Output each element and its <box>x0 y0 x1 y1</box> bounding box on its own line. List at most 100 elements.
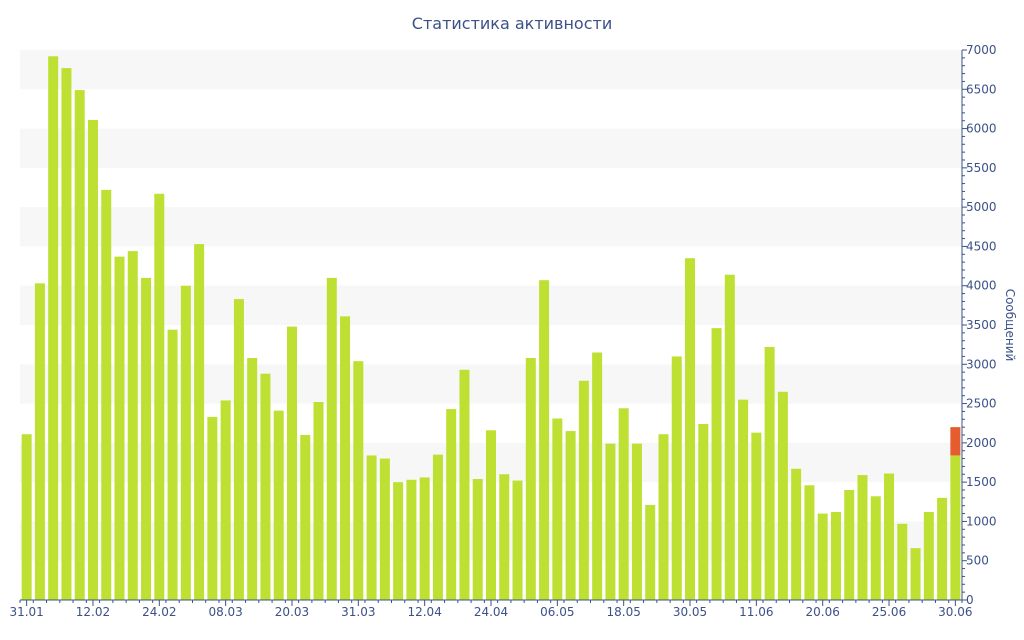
y-tick-label: 500 <box>966 554 989 568</box>
bar <box>393 482 404 600</box>
x-tick-label: 30.06 <box>938 605 972 619</box>
y-tick-label: 1500 <box>966 475 997 489</box>
bar <box>499 474 510 600</box>
bar <box>525 358 536 600</box>
bar <box>233 299 244 600</box>
bar <box>406 479 417 600</box>
bar <box>273 410 284 600</box>
grid-band <box>20 285 962 325</box>
bar <box>698 424 709 600</box>
bar <box>897 523 908 600</box>
x-tick-label: 11.06 <box>739 605 773 619</box>
y-tick-label: 7000 <box>966 43 997 57</box>
x-tick-label: 31.03 <box>341 605 375 619</box>
grid-band <box>20 50 962 90</box>
bar <box>74 90 85 601</box>
bar <box>817 513 828 600</box>
bar <box>631 443 642 600</box>
y-tick-label: 2000 <box>966 436 997 450</box>
bar <box>486 430 496 600</box>
bar <box>512 480 523 600</box>
bar <box>844 490 855 600</box>
grid-band <box>20 207 962 247</box>
bar <box>260 373 271 600</box>
bar <box>472 479 483 600</box>
bar <box>313 402 324 600</box>
bar <box>764 347 775 600</box>
chart-title: Статистика активности <box>411 14 613 33</box>
bar <box>101 189 112 600</box>
bar <box>48 56 59 601</box>
bar <box>751 432 762 600</box>
x-tick-label: 06.05 <box>540 605 574 619</box>
bar <box>114 256 125 600</box>
x-tick-label: 24.02 <box>142 605 176 619</box>
x-tick-label: 30.05 <box>673 605 707 619</box>
bar <box>154 193 165 601</box>
bar <box>379 458 390 600</box>
bar <box>658 434 669 600</box>
bar <box>870 496 881 600</box>
bar <box>286 326 297 600</box>
bar <box>791 468 802 600</box>
bar <box>247 358 258 600</box>
y-tick-label: 3500 <box>966 318 997 332</box>
bar <box>738 399 749 600</box>
bar <box>340 316 351 600</box>
bar <box>937 497 948 600</box>
bar <box>539 280 550 600</box>
y-tick-label: 5500 <box>966 161 997 175</box>
bar <box>910 548 921 600</box>
bar <box>592 352 603 600</box>
y-axis-title: Сообщений <box>1003 289 1017 362</box>
bar <box>446 409 457 600</box>
grid-band <box>20 128 962 168</box>
x-tick-label: 20.03 <box>275 605 309 619</box>
x-tick-label: 12.04 <box>407 605 441 619</box>
bar <box>87 119 98 600</box>
x-tick-label: 20.06 <box>806 605 840 619</box>
y-tick-label: 1000 <box>966 514 997 528</box>
bar <box>685 258 696 600</box>
bar <box>950 455 961 600</box>
bar <box>432 454 443 600</box>
x-tick-label: 08.03 <box>208 605 242 619</box>
x-tick-label: 18.05 <box>606 605 640 619</box>
bar <box>711 328 722 600</box>
bar <box>194 244 205 601</box>
bar <box>34 283 45 600</box>
bar <box>366 455 377 600</box>
bar <box>127 251 138 600</box>
y-tick-label: 6000 <box>966 122 997 136</box>
bar <box>578 380 589 600</box>
bar <box>565 431 576 600</box>
bar <box>857 475 868 600</box>
x-tick-label: 31.01 <box>9 605 43 619</box>
bar <box>777 391 788 600</box>
y-tick-label: 0 <box>966 593 974 607</box>
bar <box>552 418 563 600</box>
bar <box>605 443 616 600</box>
bar-highlight <box>950 427 961 456</box>
bar <box>724 274 735 600</box>
bar <box>61 68 72 601</box>
y-tick-label: 5000 <box>966 200 997 214</box>
bar <box>645 504 656 600</box>
bar <box>167 329 178 600</box>
bar <box>804 485 815 600</box>
bar <box>207 416 218 600</box>
bar <box>326 277 337 600</box>
bar <box>300 435 311 600</box>
y-tick-label: 2500 <box>966 397 997 411</box>
bar <box>459 369 470 600</box>
y-tick-label: 3000 <box>966 357 997 371</box>
bar <box>220 400 231 600</box>
bar <box>884 473 895 600</box>
bar <box>671 356 682 600</box>
y-tick-label: 4000 <box>966 279 997 293</box>
bar <box>419 477 430 600</box>
bar <box>21 434 32 600</box>
bar <box>353 361 364 600</box>
